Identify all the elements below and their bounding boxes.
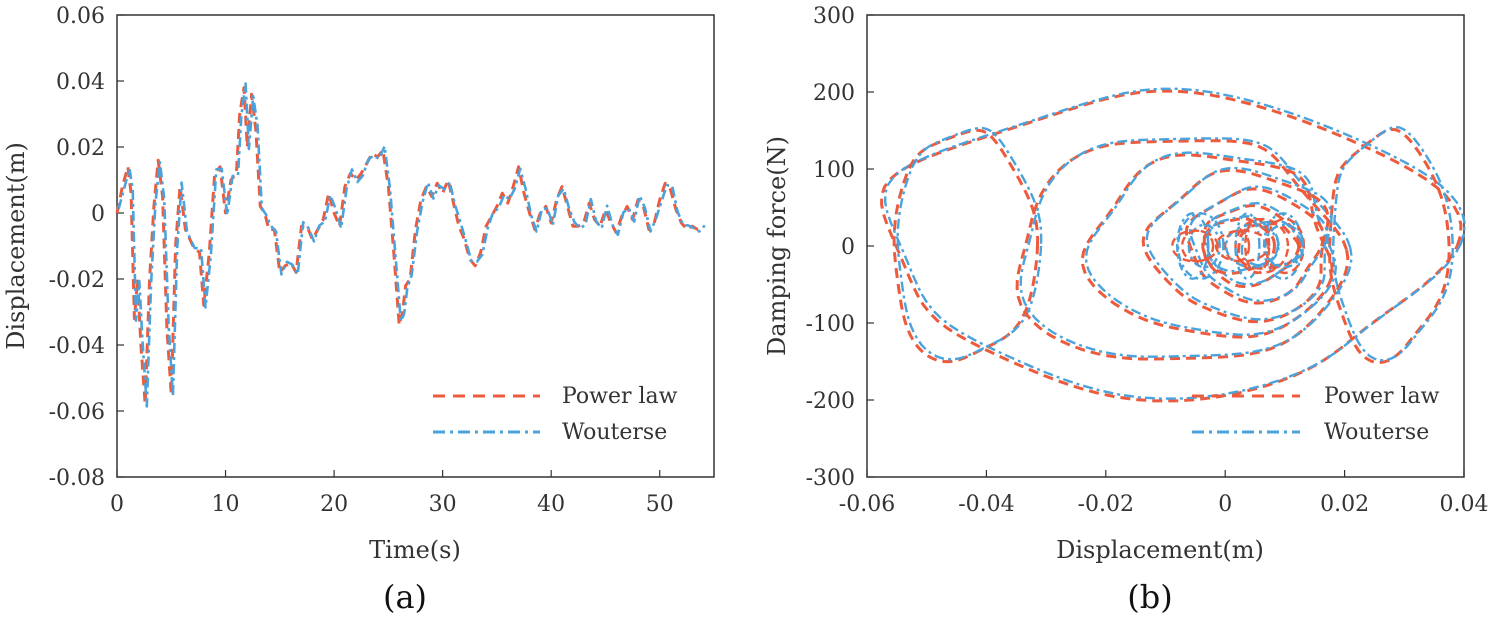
series-b-wouterse-loop [896,126,1043,361]
chart-a-xtick-label: 0 [110,492,124,517]
chart-a-ytick-label: -0.04 [49,334,105,359]
series-a-power-law [115,86,704,406]
series-b-power-law-loop [1202,203,1302,289]
legend-b-power-law: Power law [1324,384,1440,409]
legend-a-power-law: Power law [562,384,678,409]
chart-a-series [115,82,706,408]
series-b-tangle [1263,223,1305,269]
chart-b-ticks: -0.06 -0.04 -0.02 0 0.02 0.04 300 200 100 0 -100 -2… [806,4,1489,517]
series-b-wouterse-loop [1206,201,1305,286]
chart-a-ytick-label: 0.04 [56,70,105,95]
series-b-tangle [1176,212,1225,280]
chart-b-ytick-label: -300 [806,466,855,491]
chart-b-ytick-label: 0 [841,235,855,260]
series-b-power-law-loop [1328,127,1451,365]
chart-b-ytick-label: 100 [813,158,855,183]
chart-a: 0 10 20 30 40 50 0.06 0.04 0.02 0 -0.02 -0.04 -0.06 -… [2,4,715,616]
series-b-power-law-loop [880,89,1463,403]
chart-b-ytick-label: -100 [806,312,855,337]
chart-b-panel-label: (b) [1127,578,1172,616]
chart-a-ticks: 0 10 20 30 40 50 0.06 0.04 0.02 0 -0.02 -0.04 -0.06 -… [49,4,674,517]
chart-b-series [880,87,1466,403]
series-b-power-law-loop [1236,222,1301,270]
chart-a-xtick-label: 40 [537,492,565,517]
chart-b-xtick-label: -0.06 [839,492,895,517]
series-b-wouterse-loop [1084,151,1338,337]
chart-a-frame [116,14,715,478]
chart-b-xtick-label: 0.04 [1440,492,1489,517]
chart-a-ytick-label: -0.06 [49,400,105,425]
series-b-wouterse-loop [1331,125,1454,362]
chart-a-xtick-label: 20 [320,492,348,517]
chart-a-xtick-label: 50 [646,492,674,517]
series-b-power-law-loop [1080,153,1334,339]
chart-b-ytick-label: 200 [813,81,855,106]
chart-a-ylabel: Displacement(m) [2,142,30,350]
series-b-wouterse-loop [1019,137,1353,358]
chart-a-ytick-label: -0.08 [49,466,105,491]
series-b-tangle [1175,212,1210,280]
series-b-power-law-loop [1141,168,1330,324]
chart-b-ylabel: Damping force(N) [763,136,791,356]
series-b-tangle [1187,223,1221,269]
series-b-tangle [1234,217,1290,275]
chart-b-legend: Power law Wouterse [1192,384,1440,445]
chart-a-ytick-label: -0.02 [49,268,105,293]
series-b-wouterse-loop [1188,185,1329,303]
series-b-tangle [1223,229,1251,263]
chart-a-panel-label: (a) [383,578,427,616]
chart-a-ytick-label: 0 [91,202,105,227]
chart-a-ytick-label: 0.06 [56,4,105,29]
chart-b-ytick-label: -200 [806,389,855,414]
chart-a-xtick-label: 10 [212,492,240,517]
series-b-tangle [1214,229,1270,263]
series-b-wouterse-loop [1145,166,1333,321]
series-b-wouterse-loop [1205,215,1280,273]
series-b-tangle [1180,229,1215,263]
legend-a-wouterse: Wouterse [562,420,667,445]
series-b-power-law-loop [1015,139,1350,361]
chart-b-xtick-label: 0.02 [1320,492,1369,517]
chart-b: -0.06 -0.04 -0.02 0 0.02 0.04 300 200 100 0 -100 -2… [763,4,1488,616]
chart-b-xtick-label: 0 [1218,492,1232,517]
chart-b-ytick-label: 300 [813,4,855,29]
series-b-wouterse-loop [1240,220,1304,268]
chart-a-ytick-label: 0.02 [56,136,105,161]
chart-b-xlabel: Displacement(m) [1056,536,1264,564]
chart-a-xtick-label: 30 [429,492,457,517]
chart-b-xtick-label: -0.04 [958,492,1014,517]
chart-a-legend: Power law Wouterse [433,384,678,445]
chart-a-xlabel: Time(s) [369,536,461,564]
series-b-wouterse-loop [883,87,1466,400]
series-a-wouterse [117,82,706,408]
series-b-tangle [1234,212,1261,280]
legend-b-wouterse: Wouterse [1324,420,1429,445]
chart-b-xtick-label: -0.02 [1078,492,1134,517]
